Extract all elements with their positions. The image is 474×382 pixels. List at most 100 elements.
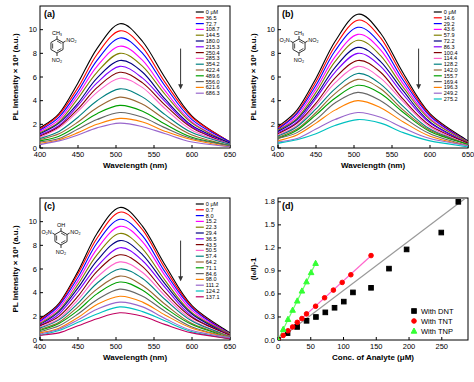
spectrum-line [278, 112, 468, 145]
data-point [294, 298, 300, 303]
legend-swatch [434, 35, 442, 36]
data-point [369, 253, 374, 258]
arrow-head [178, 276, 183, 281]
data-point [387, 266, 392, 271]
legend-swatch [434, 58, 442, 59]
y-tick-label: 6 [271, 73, 275, 82]
data-point [314, 315, 319, 320]
spectrum-line [40, 302, 230, 338]
legend-swatch [196, 290, 204, 291]
x-tick-label: 450 [310, 150, 323, 159]
data-point [300, 316, 305, 321]
legend-swatch [196, 209, 204, 210]
x-axis-label: Wavelength (nm) [103, 161, 167, 170]
x-tick [409, 337, 410, 340]
plot-frame [40, 6, 230, 148]
spectrum-line [278, 92, 468, 145]
data-point [304, 312, 309, 317]
legend-swatch [196, 227, 204, 228]
arrow-shaft [180, 49, 181, 89]
legend-swatch [196, 232, 204, 233]
fit-line [278, 254, 373, 340]
legend-swatch [196, 75, 204, 76]
data-point [280, 326, 286, 331]
y-tick-label: 1.2 [265, 243, 275, 252]
data-point [278, 338, 280, 340]
plot-frame [40, 198, 230, 340]
x-tick [316, 145, 317, 148]
spectrum-line [40, 123, 230, 147]
plot-marks [278, 14, 468, 147]
spectrum-line [278, 27, 468, 142]
x-tick-label: 150 [370, 342, 383, 351]
legend-label: 137.1 [206, 294, 220, 300]
y-tick [278, 77, 281, 78]
legend-swatch [196, 93, 204, 94]
x-tick-label: 600 [424, 150, 437, 159]
y-tick [278, 53, 281, 54]
y-tick [278, 270, 281, 271]
plot-marks [278, 199, 465, 340]
x-tick [430, 145, 431, 148]
spectrum-line [40, 296, 230, 337]
x-tick-label: 50 [307, 342, 315, 351]
legend-swatch [196, 250, 204, 251]
y-axis-label: PL Intensity × 10³ (a.u.) [11, 33, 20, 121]
panel-label: (c) [44, 201, 55, 211]
x-tick [154, 145, 155, 148]
x-tick [310, 337, 311, 340]
data-point [278, 337, 281, 340]
substituent-label: CH₃ [294, 30, 304, 36]
double-bond [299, 49, 303, 52]
data-point [341, 299, 346, 304]
y-tick-label: 10 [267, 25, 275, 34]
x-tick [376, 337, 377, 340]
x-tick [343, 337, 344, 340]
legend-swatch [434, 87, 442, 88]
legend-marker [412, 309, 417, 314]
substituent-bond [61, 228, 62, 231]
spectrum-line [40, 112, 230, 145]
legend-swatch [434, 17, 442, 18]
double-bond [299, 41, 303, 44]
arrow-head [416, 84, 421, 89]
y-tick-label: 4 [33, 288, 37, 297]
legend-swatch [196, 296, 204, 297]
arrow-head [178, 84, 183, 89]
y-tick [40, 340, 43, 341]
data-point [404, 247, 409, 252]
x-tick-label: 550 [148, 342, 161, 351]
substituent-bond [299, 36, 300, 39]
y-tick [40, 292, 43, 293]
spectrum-line [40, 248, 230, 336]
legend-swatch [196, 81, 204, 82]
spectrum-line [40, 233, 230, 334]
spectrum-line [278, 66, 468, 144]
x-tick-label: 200 [403, 342, 416, 351]
legend-swatch [196, 244, 204, 245]
x-tick-label: 650 [462, 150, 474, 159]
legend-swatch [434, 23, 442, 24]
data-point [456, 200, 461, 205]
data-point [281, 333, 286, 338]
plot-marks [40, 24, 230, 147]
y-tick [278, 247, 281, 248]
y-tick-label: 6 [33, 73, 37, 82]
x-tick [192, 337, 193, 340]
x-axis-label: Wavelength (nm) [341, 161, 405, 170]
y-tick-label: 4 [271, 96, 275, 105]
substituent-bond [57, 36, 58, 39]
legend-swatch [434, 98, 442, 99]
legend-swatch [196, 69, 204, 70]
data-point [439, 230, 444, 235]
x-tick [354, 145, 355, 148]
y-tick [278, 316, 281, 317]
arrow-shaft [180, 241, 181, 281]
data-point [349, 272, 354, 277]
legend-swatch [196, 273, 204, 274]
x-tick-label: 450 [72, 150, 85, 159]
y-tick [278, 201, 281, 202]
x-tick-label: 450 [72, 342, 85, 351]
data-point [285, 316, 291, 321]
x-tick-label: 650 [224, 150, 237, 159]
